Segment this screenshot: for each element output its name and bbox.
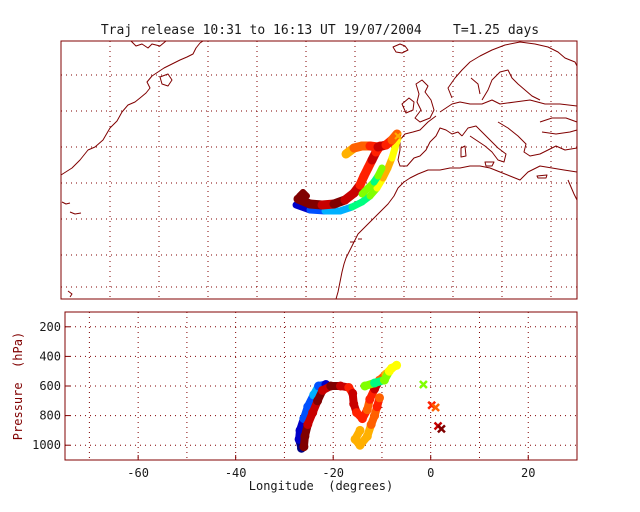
trajectory-point <box>384 366 394 376</box>
coast-baltic <box>470 69 541 101</box>
y-tick-label: 200 <box>39 320 61 334</box>
coast-cape-verde <box>67 290 73 298</box>
figure-title: Traj release 10:31 to 16:13 UT 19/07/200… <box>101 23 539 38</box>
y-tick-label: 600 <box>39 379 61 393</box>
coast-scandinavia <box>447 41 578 99</box>
x-tick-label: 20 <box>521 466 535 480</box>
coast-balkans-greece <box>497 121 578 157</box>
pressure-trajectory-points <box>294 360 402 453</box>
map-grid <box>61 41 577 299</box>
coast-iceland <box>392 43 409 54</box>
x-tick-label: -40 <box>225 466 247 480</box>
trajectory-point <box>392 360 402 370</box>
pressure-ticks: -60 -40 -20 0 20 200 400 600 800 1000 <box>32 320 535 480</box>
coast-canary-islands <box>350 238 362 243</box>
y-tick-label: 800 <box>39 409 61 423</box>
pressure-panel: -60 -40 -20 0 20 200 400 600 800 1000 Longitude (… <box>11 311 578 493</box>
coast-north-africa <box>335 165 578 300</box>
coast-canada-arctic <box>130 40 167 49</box>
map-frame <box>60 40 578 300</box>
x-tick-label: 0 <box>427 466 434 480</box>
release-marker <box>437 424 446 434</box>
y-axis-label: Pressure (hPa) <box>11 332 25 440</box>
y-tick-label: 400 <box>39 349 61 363</box>
map-panel <box>60 40 578 300</box>
map-track-segment <box>374 164 386 180</box>
x-axis-label: Longitude (degrees) <box>249 479 394 493</box>
map-background <box>61 41 577 299</box>
coast-caribbean-islands <box>61 201 82 215</box>
coast-black-sea <box>539 117 578 135</box>
coast-newfoundland <box>159 73 173 87</box>
map-track-orange-top <box>341 129 402 159</box>
map-release-marker <box>394 132 402 140</box>
map-release-marker <box>298 191 306 199</box>
release-markers <box>419 380 446 434</box>
coast-red-sea <box>567 179 578 201</box>
coast-north-america <box>60 40 204 176</box>
coast-italy <box>461 125 507 163</box>
release-marker <box>431 403 440 412</box>
map-track-green-branch <box>358 164 386 198</box>
trajectory-point <box>375 393 384 403</box>
coast-great-britain <box>414 79 435 123</box>
x-tick-label: -20 <box>322 466 344 480</box>
coastlines <box>60 40 578 300</box>
coast-iberia-france <box>397 115 463 167</box>
x-tick-label: -60 <box>127 466 149 480</box>
coast-europe-mainland <box>439 99 578 113</box>
coast-mediterranean-islands <box>460 145 548 179</box>
release-marker <box>419 380 428 389</box>
map-trajectories <box>292 129 402 215</box>
coast-ireland <box>401 97 415 114</box>
y-tick-label: 1000 <box>32 438 61 452</box>
